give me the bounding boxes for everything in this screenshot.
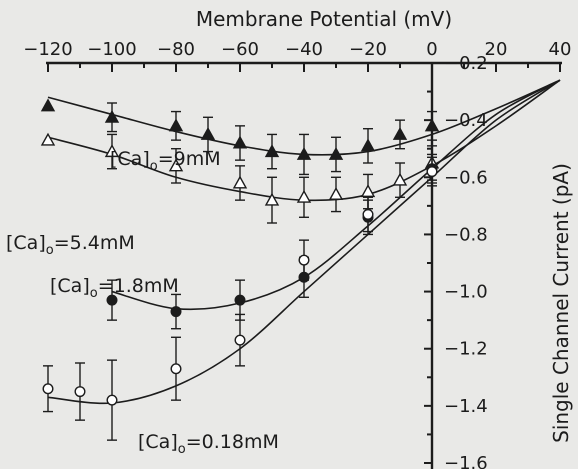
data-point: [392, 126, 408, 140]
series-label-value: =9mM: [158, 148, 221, 170]
data-point: [360, 138, 376, 152]
series-label-subscript: o: [46, 243, 54, 258]
x-tick-label: −120: [23, 39, 72, 60]
x-tick-label: 20: [485, 39, 508, 60]
data-point: [298, 254, 310, 266]
x-tick-label: −80: [157, 39, 195, 60]
data-point: [426, 166, 438, 178]
data-point: [232, 175, 248, 189]
series-label: [Ca]o=9mM: [110, 148, 221, 174]
series-label-value: =0.18mM: [186, 431, 279, 453]
series-label-main: [Ca]: [6, 232, 46, 254]
data-point: [296, 146, 312, 160]
x-tick-label: 40: [549, 39, 572, 60]
series-label: [Ca]o=5.4mM: [6, 232, 135, 258]
series-label-value: =5.4mM: [54, 232, 135, 254]
data-point: [104, 109, 120, 123]
series-label-main: [Ca]: [138, 431, 178, 453]
series-label-subscript: o: [90, 286, 98, 301]
series-label: [Ca]o=1.8mM: [50, 275, 179, 301]
y-tick-label: −1.0: [444, 282, 488, 303]
data-point: [234, 334, 246, 346]
x-tick-label: 0: [426, 39, 437, 60]
series-label-subscript: o: [178, 442, 186, 457]
data-point: [234, 294, 246, 306]
y-tick-label: −0.8: [444, 224, 488, 245]
data-point: [264, 144, 280, 158]
y-tick-label: −1.6: [444, 453, 488, 469]
data-point: [40, 98, 56, 112]
data-points: [40, 98, 440, 441]
data-point: [392, 172, 408, 186]
data-point: [328, 186, 344, 200]
data-point: [424, 118, 440, 132]
data-point: [40, 132, 56, 146]
x-tick-label: −100: [87, 39, 136, 60]
data-point: [200, 126, 216, 140]
series-label: [Ca]o=0.18mM: [138, 431, 279, 457]
data-point: [328, 146, 344, 160]
fit-curve: [111, 79, 561, 311]
series-label-value: =1.8mM: [98, 275, 179, 297]
data-point: [168, 118, 184, 132]
y-tick-label: −0.2: [444, 53, 488, 74]
data-point: [168, 158, 184, 172]
series-labels: [Ca]o=9mM[Ca]o=5.4mM[Ca]o=1.8mM[Ca]o=0.1…: [6, 148, 279, 457]
x-tick-label: −60: [221, 39, 259, 60]
data-point: [264, 192, 280, 206]
data-point: [362, 208, 374, 220]
x-tick-label: −40: [285, 39, 323, 60]
x-axis-ticks: −120 −100 −80 −60 −40 −20 0 20 40: [23, 39, 571, 72]
series-label-main: [Ca]: [50, 275, 90, 297]
series-label-subscript: o: [150, 159, 158, 174]
x-tick-label: −20: [349, 39, 387, 60]
data-point: [104, 144, 120, 158]
x-axis-label: Membrane Potential (mV): [196, 7, 452, 31]
data-point: [296, 189, 312, 203]
series-label-main: [Ca]: [110, 148, 150, 170]
data-point: [106, 394, 118, 406]
data-point: [232, 135, 248, 149]
data-point: [170, 306, 182, 318]
y-tick-label: −1.4: [444, 396, 488, 417]
data-point: [170, 363, 182, 375]
data-point: [360, 184, 376, 198]
data-point: [74, 386, 86, 398]
data-point: [106, 294, 118, 306]
data-point: [42, 383, 54, 395]
y-tick-label: −0.6: [444, 167, 488, 188]
y-axis-label: Single Channel Current (pA): [549, 163, 573, 443]
y-tick-label: −1.2: [444, 339, 488, 360]
y-axis-ticks: −0.2−0.4−0.6−0.8−1.0−1.2−1.4−1.6: [424, 53, 488, 469]
